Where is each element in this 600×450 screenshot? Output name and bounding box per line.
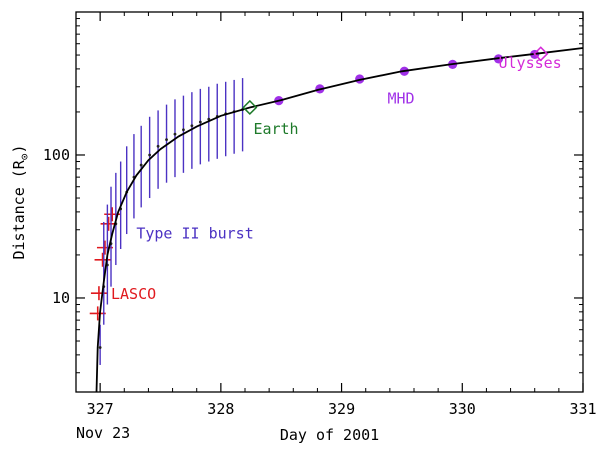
type2-point (139, 163, 143, 167)
x-tick-label: 330 (449, 400, 476, 418)
fit-curve (95, 47, 584, 393)
y-axis-label: Distance (R⊙) (10, 145, 31, 260)
y-tick-label: 10 (52, 289, 70, 307)
x-tick-label: 327 (87, 400, 114, 418)
type2-point (173, 132, 177, 136)
type2-point (148, 153, 152, 157)
y-axis-label-close: ) (10, 145, 28, 154)
x-axis-label: Day of 2001 (280, 426, 379, 444)
earth-point (242, 99, 258, 116)
y-axis-label-group: Distance (R⊙) (10, 145, 31, 260)
type2-point (198, 120, 202, 124)
y-axis-label-text: Distance (R (10, 159, 28, 259)
axis-ticks: 327 328 329 330 331 10 100 (43, 12, 597, 418)
plot-frame (75, 11, 584, 393)
type2-point (182, 128, 185, 132)
y-axis-unit-symbol: ⊙ (18, 154, 31, 161)
series-layer (89, 46, 584, 393)
type2-point (165, 138, 168, 142)
annotations: LASCO Type II burst Earth MHD Ulysses (111, 54, 562, 303)
type2-point (207, 117, 211, 121)
type2-point (190, 124, 194, 128)
type2-point (156, 144, 160, 148)
annotation-lasco: LASCO (111, 285, 156, 303)
x-tick-label: 329 (328, 400, 355, 418)
x-tick-label: 328 (207, 400, 234, 418)
series-type-ii-burst (98, 78, 244, 365)
x-sublabel: Nov 23 (76, 424, 130, 442)
type2-point (98, 346, 102, 349)
annotation-mhd: MHD (387, 89, 414, 107)
annotation-type-ii-burst: Type II burst (136, 225, 253, 243)
annotation-ulysses: Ulysses (499, 54, 562, 72)
x-tick-label: 331 (569, 400, 596, 418)
y-tick-label: 100 (43, 146, 70, 164)
annotation-earth: Earth (253, 120, 298, 138)
ulysses-point (533, 46, 549, 62)
